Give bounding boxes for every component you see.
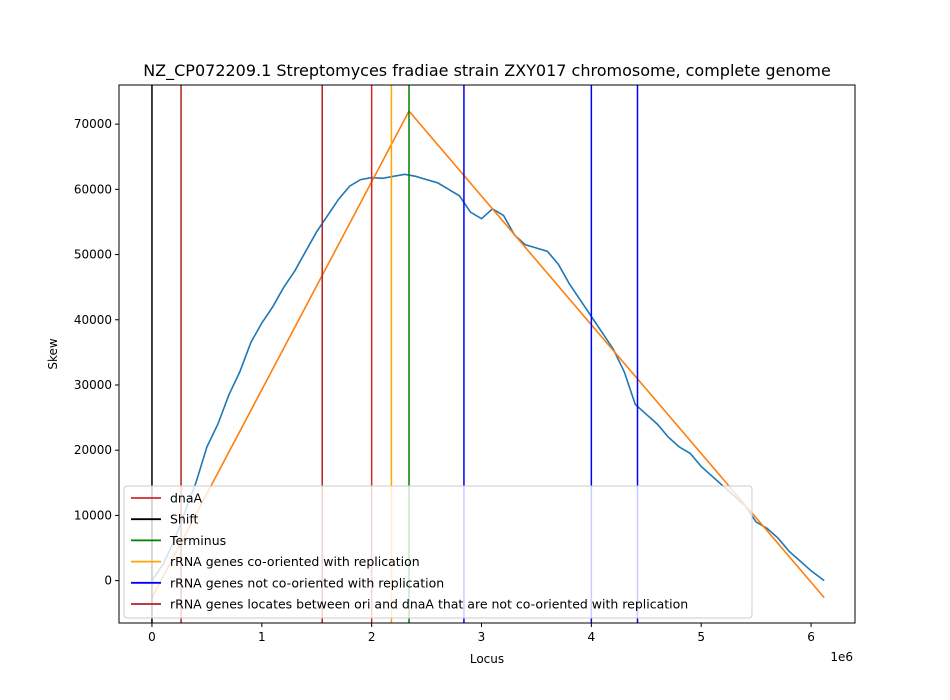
chart-title: NZ_CP072209.1 Streptomyces fradiae strai… <box>143 61 831 81</box>
x-tick-label: 1 <box>258 630 266 644</box>
x-tick-label: 0 <box>148 630 156 644</box>
x-tick-label: 5 <box>697 630 705 644</box>
skew-curve-line <box>151 173 825 582</box>
x-axis-label: Locus <box>470 652 504 666</box>
legend-entry-label: rRNA genes co-oriented with replication <box>170 554 420 569</box>
y-axis: 0 10000 20000 30000 40000 50000 60000 70000 <box>74 117 119 588</box>
legend-entry-label: Terminus <box>169 533 226 548</box>
x-tick-label: 2 <box>368 630 376 644</box>
y-tick-label: 60000 <box>74 182 112 196</box>
legend-entry-label: rRNA genes locates between ori and dnaA … <box>170 597 688 612</box>
x-tick-label: 6 <box>807 630 815 644</box>
y-tick-label: 10000 <box>74 508 112 522</box>
legend-entry-label: rRNA genes not co-oriented with replicat… <box>170 575 444 590</box>
legend-box <box>123 485 753 619</box>
legend-entry-label: Shift <box>170 512 199 527</box>
y-tick-label: 30000 <box>74 378 112 392</box>
y-axis-label: Skew <box>46 338 60 370</box>
y-tick-label: 0 <box>104 574 112 588</box>
y-tick-label: 20000 <box>74 443 112 457</box>
x-axis: 0 1 2 3 4 5 6 <box>148 623 815 644</box>
y-tick-label: 70000 <box>74 117 112 131</box>
x-tick-label: 4 <box>588 630 596 644</box>
legend-entry-label: dnaA <box>170 491 203 506</box>
x-axis-offset-label: 1e6 <box>830 650 853 664</box>
y-tick-label: 50000 <box>74 248 112 262</box>
x-tick-label: 3 <box>478 630 486 644</box>
legend: dnaA Shift Terminus rRNA genes co-oriented … <box>123 485 753 619</box>
axes-frame <box>118 84 856 624</box>
y-tick-label: 40000 <box>74 313 112 327</box>
